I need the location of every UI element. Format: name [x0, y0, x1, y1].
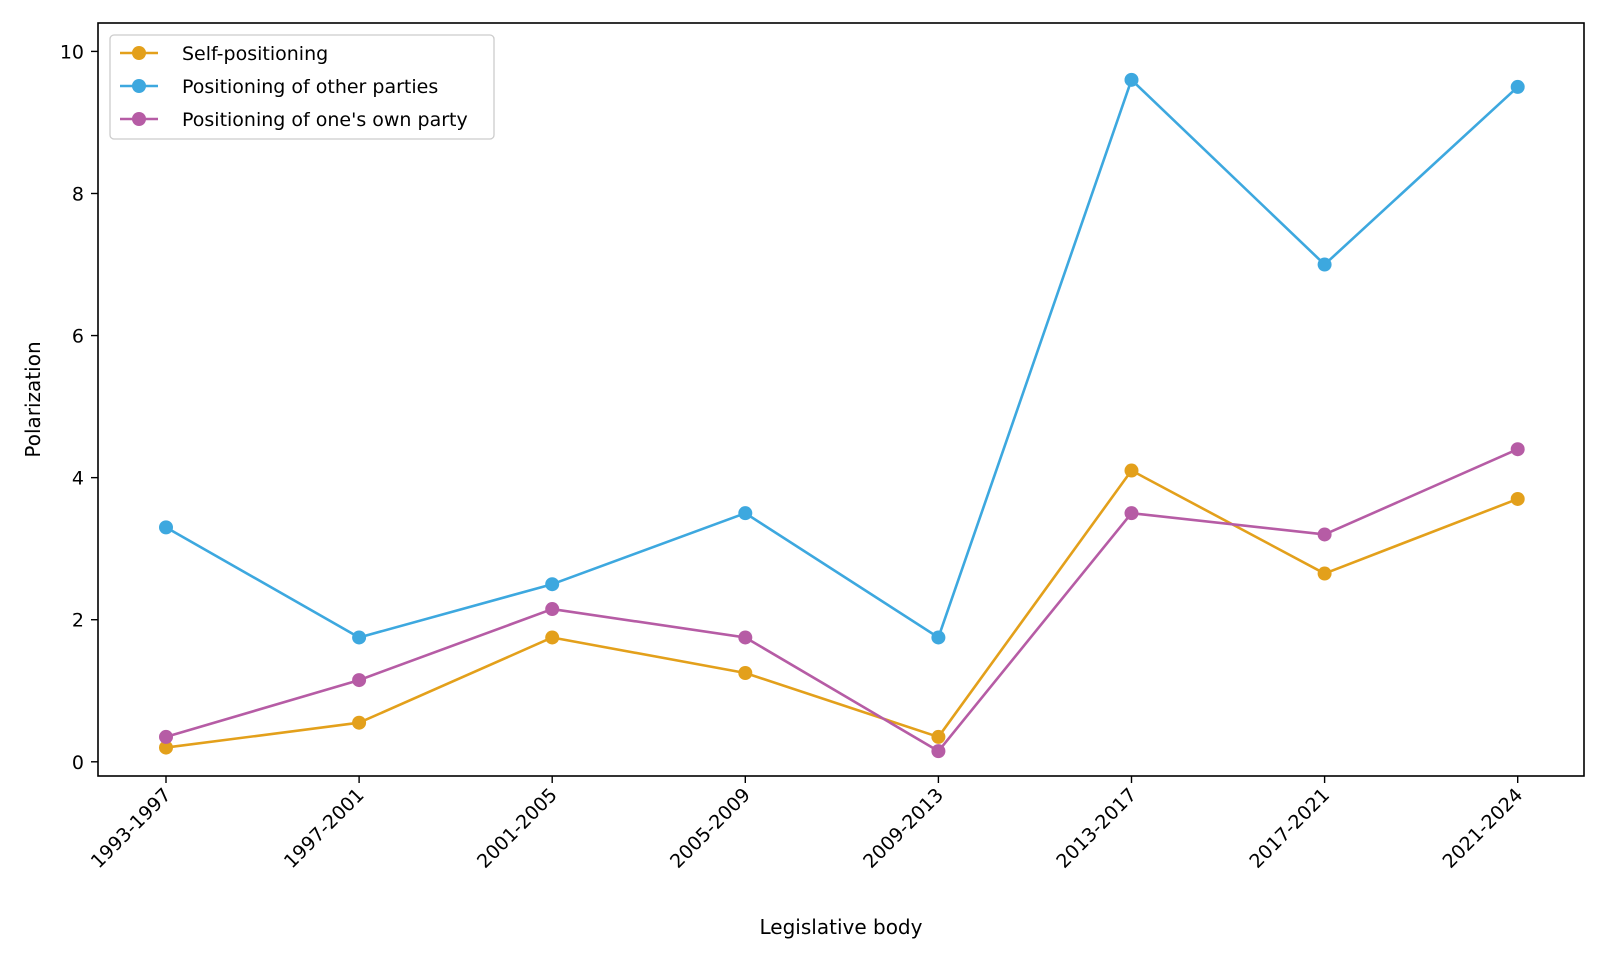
data-point — [545, 577, 560, 592]
data-point — [738, 630, 753, 645]
series-line — [164, 78, 1519, 639]
x-tick-label: 1997-2001 — [280, 784, 369, 873]
x-tick-label: 2017-2021 — [1245, 784, 1334, 873]
legend-item: Positioning of one's own party — [120, 109, 468, 131]
y-tick-label: 2 — [72, 610, 84, 632]
legend-label: Positioning of one's own party — [182, 109, 468, 131]
data-point — [931, 729, 946, 744]
legend-swatch-marker — [132, 112, 146, 126]
data-point — [1510, 491, 1525, 506]
data-point — [1317, 257, 1332, 272]
y-axis-title: Polarization — [21, 341, 45, 457]
x-tick-label: 2013-2017 — [1052, 784, 1141, 873]
x-tick-label: 2001-2005 — [473, 784, 562, 873]
data-point — [1510, 79, 1525, 94]
series-2 — [159, 72, 1525, 645]
data-point — [352, 673, 367, 688]
data-point — [1124, 72, 1139, 87]
series-line — [164, 469, 1519, 749]
plot-area — [159, 72, 1525, 759]
legend-frame — [109, 34, 495, 140]
x-tick-label: 2021-2024 — [1438, 784, 1527, 873]
y-tick-label: 0 — [72, 752, 84, 774]
data-point — [159, 520, 173, 535]
data-point — [159, 740, 173, 755]
x-tick-label: 2009-2013 — [859, 784, 948, 873]
legend-item: Self-positioning — [120, 43, 328, 65]
y-tick-label: 4 — [72, 468, 84, 490]
data-point — [1510, 442, 1525, 457]
plot-frame — [97, 22, 1585, 777]
legend-label: Self-positioning — [182, 43, 328, 65]
data-point — [931, 744, 946, 759]
data-point — [352, 630, 367, 645]
data-point — [738, 665, 753, 680]
data-point — [545, 602, 560, 617]
series-line — [164, 447, 1519, 753]
data-point — [1124, 463, 1139, 478]
data-point — [159, 729, 173, 744]
data-point — [738, 506, 753, 521]
legend: Self-positioning Positioning of other par… — [109, 34, 495, 140]
y-tick-label: 6 — [72, 326, 84, 348]
data-point — [931, 630, 946, 645]
legend-label: Positioning of other parties — [182, 76, 438, 98]
data-point — [1317, 527, 1332, 542]
series-1 — [159, 463, 1525, 755]
y-tick-label: 8 — [72, 183, 84, 205]
y-tick-label: 10 — [60, 41, 84, 63]
x-tick-label: 1993-1997 — [87, 784, 176, 873]
legend-swatch-marker — [132, 46, 146, 60]
x-tick-label: 2005-2009 — [666, 784, 755, 873]
legend-swatch-marker — [132, 79, 146, 93]
x-axis-title: Legislative body — [760, 915, 923, 939]
axes: 0 2 4 6 8 10 1993-1997 1997-2001 2001-2005 2005-2… — [60, 22, 1585, 873]
data-point — [1317, 566, 1332, 581]
data-point — [545, 630, 560, 645]
data-point — [352, 715, 367, 730]
legend-item: Positioning of other parties — [120, 76, 438, 98]
data-point — [1124, 506, 1139, 521]
series-3 — [159, 442, 1525, 759]
